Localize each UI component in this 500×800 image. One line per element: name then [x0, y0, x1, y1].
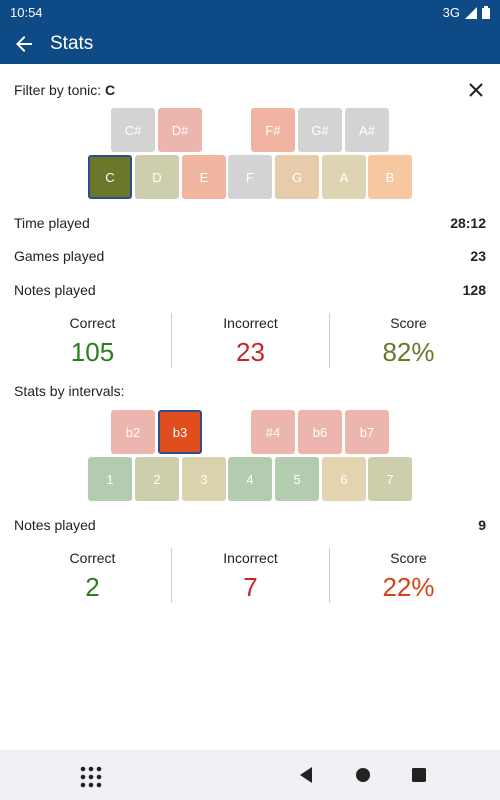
tonic-key-B[interactable]: B: [368, 155, 412, 199]
nav-back-icon[interactable]: [298, 766, 314, 784]
interval-correct-stat: Correct 2: [14, 550, 171, 603]
tonic-key-G[interactable]: G: [275, 155, 319, 199]
incorrect-label: Incorrect: [223, 315, 278, 331]
signal-icon: [465, 6, 477, 19]
intervals-label: Stats by intervals:: [14, 383, 125, 399]
filter-label-row: Filter by tonic: C: [14, 82, 115, 98]
app-bar: Stats: [0, 24, 500, 64]
status-icons: 3G: [443, 5, 490, 20]
divider: [329, 548, 330, 603]
battery-icon: [482, 6, 490, 19]
tonic-key-E[interactable]: E: [182, 155, 226, 199]
interval-incorrect-label: Incorrect: [223, 550, 278, 566]
time-played-label: Time played: [14, 215, 90, 231]
score-stat: Score 82%: [330, 315, 487, 368]
filter-value: C: [105, 82, 116, 98]
interval-key-6[interactable]: 6: [322, 457, 366, 501]
score-label: Score: [390, 315, 427, 331]
correct-value: 105: [70, 337, 115, 367]
correct-label: Correct: [69, 315, 116, 331]
correct-stat: Correct 105: [14, 315, 171, 368]
notes-played-value: 128: [462, 282, 486, 298]
interval-score-stat: Score 22%: [330, 550, 487, 603]
interval-notes-played-label: Notes played: [14, 517, 96, 533]
nav-home-icon[interactable]: [354, 766, 372, 784]
interval-score-label: Score: [390, 550, 427, 566]
incorrect-stat: Incorrect 23: [172, 315, 329, 368]
interval-score-value: 22%: [382, 572, 435, 602]
interval-key-3[interactable]: 3: [182, 457, 226, 501]
games-played-value: 23: [470, 248, 486, 264]
tonic-key-Asharp[interactable]: A#: [345, 108, 389, 152]
divider: [171, 548, 172, 603]
tonic-key-A[interactable]: A: [322, 155, 366, 199]
interval-key-4[interactable]: 4: [228, 457, 272, 501]
nav-recents-icon[interactable]: [412, 768, 426, 782]
interval-correct-label: Correct: [69, 550, 116, 566]
score-value: 82%: [382, 337, 435, 367]
interval-key-b2[interactable]: b2: [111, 410, 155, 454]
interval-key-b7[interactable]: b7: [345, 410, 389, 454]
close-icon[interactable]: [466, 80, 486, 100]
interval-key-1[interactable]: 1: [88, 457, 132, 501]
time-played-value: 28:12: [450, 215, 486, 231]
interval-key-7[interactable]: 7: [368, 457, 412, 501]
tonic-key-Fsharp[interactable]: F#: [251, 108, 295, 152]
interval-incorrect-stat: Incorrect 7: [172, 550, 329, 603]
filter-label: Filter by tonic:: [14, 82, 102, 98]
tonic-key-F[interactable]: F: [228, 155, 272, 199]
page-title: Stats: [50, 33, 94, 54]
interval-correct-value: 2: [85, 572, 100, 602]
app-drawer-icon[interactable]: [80, 766, 102, 788]
interval-key-b3[interactable]: b3: [158, 410, 202, 454]
notes-played-label: Notes played: [14, 282, 96, 298]
tonic-key-Gsharp[interactable]: G#: [298, 108, 342, 152]
interval-key-5[interactable]: 5: [275, 457, 319, 501]
network-type: 3G: [442, 5, 460, 20]
status-time: 10:54: [10, 5, 43, 20]
interval-key-b6[interactable]: b6: [298, 410, 342, 454]
divider: [329, 313, 330, 368]
tonic-key-Csharp[interactable]: C#: [111, 108, 155, 152]
status-bar: 10:54 3G: [0, 0, 500, 24]
interval-notes-played-value: 9: [478, 517, 486, 533]
system-nav-bar: [0, 750, 500, 800]
divider: [171, 313, 172, 368]
tonic-key-D[interactable]: D: [135, 155, 179, 199]
back-arrow-icon[interactable]: [12, 32, 36, 56]
incorrect-value: 23: [236, 337, 265, 367]
tonic-key-Dsharp[interactable]: D#: [158, 108, 202, 152]
tonic-key-C[interactable]: C: [88, 155, 132, 199]
interval-key-sharp4[interactable]: #4: [251, 410, 295, 454]
interval-key-2[interactable]: 2: [135, 457, 179, 501]
interval-incorrect-value: 7: [243, 572, 258, 602]
games-played-label: Games played: [14, 248, 105, 264]
